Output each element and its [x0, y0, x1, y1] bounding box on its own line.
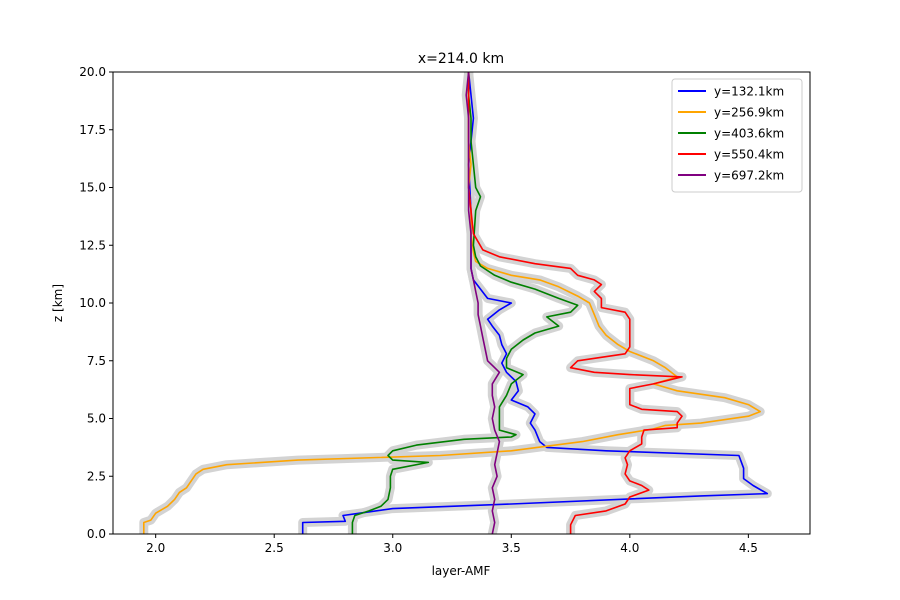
- y-axis-ticks: 0.0 2.5 5.0 7.5 10.0 12.5 15.0 17.5 20.0: [79, 65, 113, 541]
- legend-label-1: y=256.9km: [714, 106, 784, 120]
- legend-label-0: y=132.1km: [714, 85, 784, 99]
- x-tick-label: 3.0: [383, 541, 402, 555]
- y-axis-label: z [km]: [51, 284, 65, 322]
- y-tick-label: 5.0: [87, 412, 106, 426]
- series-line-1: [143, 72, 762, 534]
- x-tick-label: 4.0: [620, 541, 639, 555]
- x-axis-ticks: 2.0 2.5 3.0 3.5 4.0 4.5: [146, 534, 758, 555]
- y-tick-label: 0.0: [87, 527, 106, 541]
- x-axis-label: layer-AMF: [432, 564, 491, 578]
- y-tick-label: 17.5: [79, 123, 106, 137]
- series-line-3: [467, 72, 683, 534]
- series-line-4: [465, 72, 501, 534]
- x-tick-label: 4.5: [739, 541, 758, 555]
- plot-area: [139, 72, 772, 534]
- legend: y=132.1km y=256.9km y=403.6km y=550.4km y=69…: [671, 78, 803, 193]
- y-tick-label: 10.0: [79, 296, 106, 310]
- legend-label-3: y=550.4km: [714, 148, 784, 162]
- y-tick-label: 12.5: [79, 238, 106, 252]
- legend-label-2: y=403.6km: [714, 127, 784, 141]
- plot-frame: [112, 71, 811, 535]
- x-tick-label: 3.5: [502, 541, 521, 555]
- y-tick-label: 2.5: [87, 469, 106, 483]
- x-tick-label: 2.0: [146, 541, 165, 555]
- y-tick-label: 7.5: [87, 354, 106, 368]
- x-tick-label: 2.5: [265, 541, 284, 555]
- legend-box: [671, 78, 803, 193]
- y-tick-label: 15.0: [79, 181, 106, 195]
- legend-label-4: y=697.2km: [714, 169, 784, 183]
- chart-title: x=214.0 km: [418, 51, 504, 67]
- y-tick-label: 20.0: [79, 65, 106, 79]
